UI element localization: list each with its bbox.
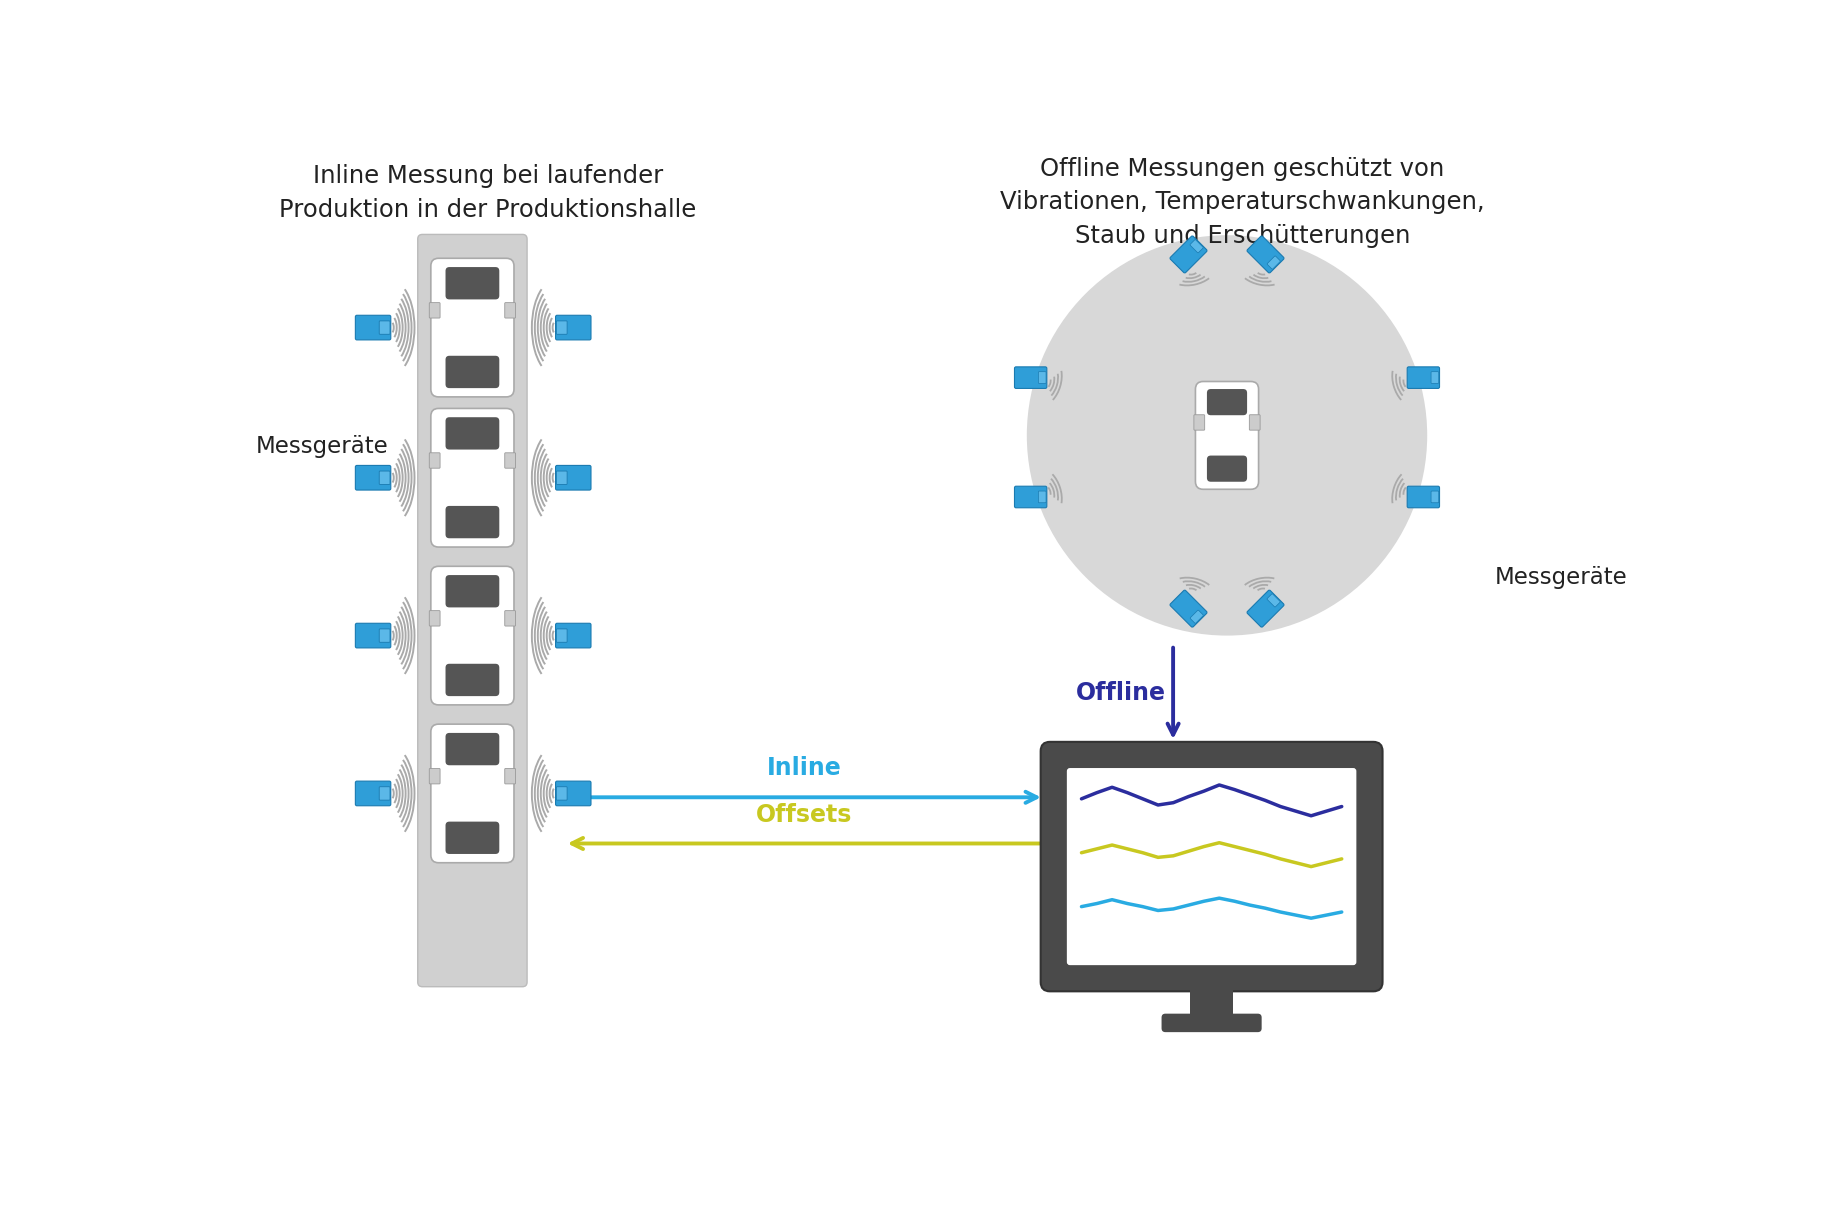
Text: Messgeräte: Messgeräte	[255, 435, 388, 458]
FancyBboxPatch shape	[1066, 769, 1356, 965]
FancyBboxPatch shape	[1169, 590, 1205, 627]
FancyBboxPatch shape	[557, 629, 566, 643]
FancyBboxPatch shape	[1246, 590, 1284, 627]
FancyBboxPatch shape	[1037, 491, 1046, 502]
FancyBboxPatch shape	[555, 781, 590, 805]
FancyBboxPatch shape	[355, 623, 390, 648]
Circle shape	[1026, 235, 1427, 635]
Text: Messgeräte: Messgeräte	[1493, 566, 1627, 589]
Text: Offline Messungen geschützt von
Vibrationen, Temperaturschwankungen,
Staub und E: Offline Messungen geschützt von Vibratio…	[1000, 156, 1484, 248]
FancyBboxPatch shape	[1037, 371, 1046, 384]
FancyBboxPatch shape	[555, 466, 590, 490]
FancyBboxPatch shape	[1205, 456, 1246, 481]
Text: Inline: Inline	[766, 756, 841, 781]
FancyBboxPatch shape	[504, 611, 515, 626]
FancyBboxPatch shape	[504, 769, 515, 783]
Text: Inline Messung bei laufender
Produktion in der Produktionshalle: Inline Messung bei laufender Produktion …	[278, 164, 696, 221]
FancyBboxPatch shape	[1013, 367, 1046, 389]
FancyBboxPatch shape	[445, 821, 498, 854]
FancyBboxPatch shape	[557, 321, 566, 335]
FancyBboxPatch shape	[504, 453, 515, 468]
FancyBboxPatch shape	[1193, 414, 1204, 430]
FancyBboxPatch shape	[445, 733, 498, 765]
FancyBboxPatch shape	[355, 781, 390, 805]
FancyBboxPatch shape	[1266, 594, 1279, 607]
FancyBboxPatch shape	[431, 725, 513, 863]
FancyBboxPatch shape	[1169, 236, 1205, 273]
FancyBboxPatch shape	[445, 268, 498, 299]
FancyBboxPatch shape	[418, 235, 528, 986]
FancyBboxPatch shape	[1041, 742, 1381, 991]
FancyBboxPatch shape	[1246, 236, 1284, 273]
FancyBboxPatch shape	[379, 629, 390, 643]
FancyBboxPatch shape	[445, 664, 498, 697]
Text: Offsets: Offsets	[755, 803, 852, 826]
FancyBboxPatch shape	[431, 566, 513, 705]
FancyBboxPatch shape	[429, 453, 440, 468]
FancyBboxPatch shape	[429, 769, 440, 783]
FancyBboxPatch shape	[445, 506, 498, 538]
FancyBboxPatch shape	[355, 466, 390, 490]
FancyBboxPatch shape	[1189, 240, 1202, 253]
FancyBboxPatch shape	[1249, 414, 1259, 430]
FancyBboxPatch shape	[355, 315, 390, 340]
FancyBboxPatch shape	[445, 417, 498, 450]
FancyBboxPatch shape	[445, 576, 498, 607]
FancyBboxPatch shape	[1189, 610, 1202, 623]
FancyBboxPatch shape	[431, 408, 513, 547]
FancyBboxPatch shape	[429, 303, 440, 318]
FancyBboxPatch shape	[445, 356, 498, 389]
FancyBboxPatch shape	[557, 787, 566, 800]
FancyBboxPatch shape	[431, 258, 513, 397]
FancyBboxPatch shape	[1407, 367, 1438, 389]
FancyBboxPatch shape	[379, 470, 390, 484]
FancyBboxPatch shape	[379, 321, 390, 335]
FancyBboxPatch shape	[1431, 371, 1438, 384]
FancyBboxPatch shape	[379, 787, 390, 800]
FancyBboxPatch shape	[1205, 389, 1246, 415]
Text: Offline: Offline	[1075, 682, 1165, 705]
FancyBboxPatch shape	[555, 315, 590, 340]
FancyBboxPatch shape	[1407, 486, 1438, 508]
FancyBboxPatch shape	[1161, 1014, 1260, 1033]
FancyBboxPatch shape	[555, 623, 590, 648]
FancyBboxPatch shape	[1266, 255, 1279, 269]
FancyBboxPatch shape	[1194, 381, 1259, 489]
FancyBboxPatch shape	[557, 470, 566, 484]
Bar	[1189, 990, 1233, 1019]
FancyBboxPatch shape	[429, 611, 440, 626]
FancyBboxPatch shape	[1013, 486, 1046, 508]
FancyBboxPatch shape	[504, 303, 515, 318]
FancyBboxPatch shape	[1431, 491, 1438, 502]
